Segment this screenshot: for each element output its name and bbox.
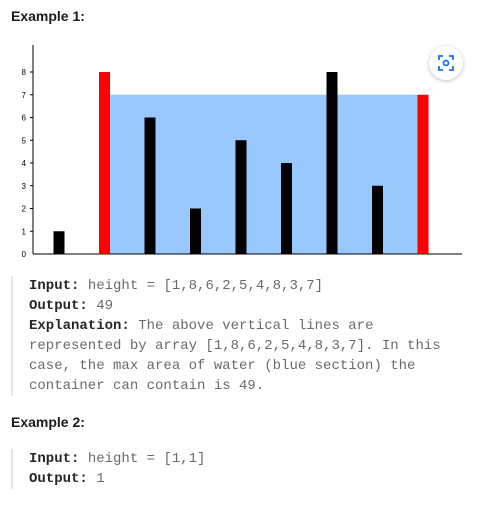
highlighted-bar [418,95,429,254]
example-1-explanation-line: container can contain is 49. [29,376,441,396]
example-1-input-row: Input: height = [1,8,6,2,5,4,8,3,7] [29,276,441,296]
example-1-block: Input: height = [1,8,6,2,5,4,8,3,7] Outp… [11,276,441,396]
y-tick-label: 6 [22,114,27,123]
y-tick-label: 5 [22,136,27,145]
example-1-explanation-line: Explanation: The above vertical lines ar… [29,316,441,336]
explanation-label: Explanation: [29,318,130,334]
chart-svg: 0 1 2 3 4 5 6 7 8 [0,36,482,266]
input-value: height = [1,1] [88,451,206,467]
lens-icon [437,54,455,72]
example-1-explanation-line: case, the max area of water (blue sectio… [29,356,441,376]
bar [236,140,247,254]
container-chart: 0 1 2 3 4 5 6 7 8 [0,36,482,266]
lens-button[interactable] [429,46,463,80]
y-tick-label: 8 [22,68,27,77]
bar [372,186,383,254]
output-value: 49 [96,298,113,314]
output-label: Output: [29,471,88,487]
example-1-output-row: Output: 49 [29,296,441,316]
explanation-text: The above vertical lines are [138,318,373,334]
output-value: 1 [96,471,104,487]
bar [145,118,156,255]
highlighted-bar [99,72,110,254]
y-tick-label: 1 [22,227,27,236]
example-2-input-row: Input: height = [1,1] [29,449,205,469]
y-tick-label: 2 [22,205,27,214]
example-2-block: Input: height = [1,1] Output: 1 [11,449,205,489]
y-tick-label: 4 [22,159,27,168]
bar [281,163,292,254]
bar [327,72,338,254]
example-1-explanation-line: represented by array [1,8,6,2,5,4,8,3,7]… [29,336,441,356]
example-1-heading: Example 1: [11,8,85,24]
example-2-heading: Example 2: [11,414,85,430]
bar [54,231,65,254]
y-tick-label: 3 [22,182,27,191]
bar [190,209,201,255]
input-value: height = [1,8,6,2,5,4,8,3,7] [88,278,323,294]
output-label: Output: [29,298,88,314]
y-tick-label: 0 [22,250,27,259]
y-tick-label: 7 [22,91,27,100]
input-label: Input: [29,451,79,467]
example-2-output-row: Output: 1 [29,469,205,489]
input-label: Input: [29,278,79,294]
